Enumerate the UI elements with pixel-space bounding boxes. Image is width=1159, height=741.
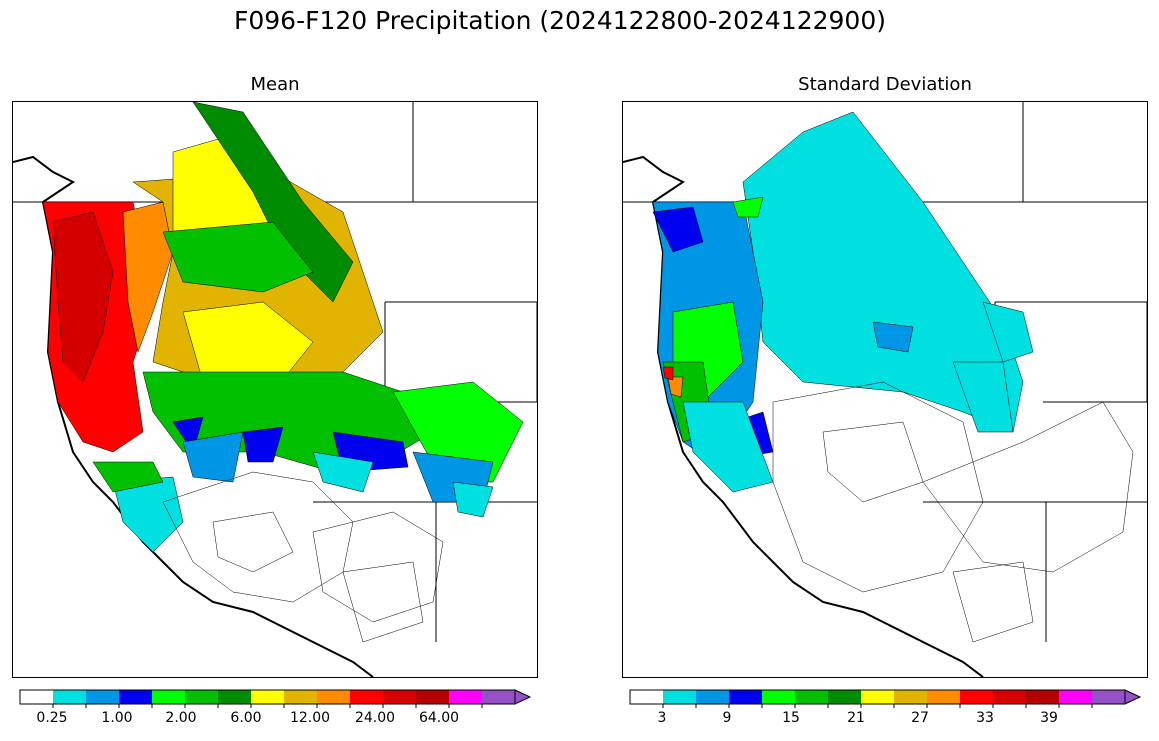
precip-region-blue xyxy=(242,426,284,463)
stddev-region-lightblue xyxy=(872,321,914,353)
colorbar-extend-arrow xyxy=(514,689,532,705)
figure-title: F096-F120 Precipitation (2024122800-2024… xyxy=(233,6,886,35)
colorbar-mean xyxy=(19,689,532,708)
colorbar-tick-label: 39 xyxy=(1040,710,1058,726)
colorbar-tick-label: 3 xyxy=(657,710,667,726)
colorbar-stddev-labels: 3 9 15 21 27 33 39 xyxy=(630,710,1140,728)
colorbar-swatch xyxy=(894,690,928,704)
colorbar-swatch xyxy=(696,690,730,704)
colorbar-tick-label: 12.00 xyxy=(289,710,331,726)
colorbar-swatch xyxy=(449,690,483,704)
colorbar-swatch xyxy=(251,690,285,704)
colorbar-tick-label: 64.00 xyxy=(418,710,460,726)
colorbar-swatch xyxy=(317,690,351,704)
colorbar-swatch xyxy=(1026,690,1060,704)
basin-outline xyxy=(342,561,424,643)
stddev-region-cyan xyxy=(952,361,1014,433)
colorbar-swatch xyxy=(416,690,450,704)
precip-region-lightblue xyxy=(182,431,244,483)
stddev-region-blue xyxy=(652,206,704,253)
colorbar-stddev-svg xyxy=(629,689,1142,708)
colorbar-swatch xyxy=(960,690,994,704)
colorbar-swatch xyxy=(119,690,153,704)
colorbar-swatch xyxy=(1059,690,1093,704)
colorbar-swatch xyxy=(729,690,763,704)
border-line xyxy=(385,301,537,402)
colorbar-swatch xyxy=(762,690,796,704)
colorbar-swatch xyxy=(185,690,219,704)
colorbar-swatch xyxy=(86,690,120,704)
colorbar-swatch xyxy=(350,690,384,704)
colorbar-swatch xyxy=(828,690,862,704)
colorbar-outline xyxy=(19,689,516,705)
basin-outline xyxy=(312,511,444,623)
colorbar-extend-arrow xyxy=(1124,689,1142,705)
precip-region-darkred xyxy=(52,211,114,383)
map-mean-svg xyxy=(13,102,537,677)
colorbar-mean-labels: 0.25 1.00 2.00 6.00 12.00 24.00 64.00 xyxy=(20,710,530,728)
stddev-region-cyan xyxy=(742,111,1024,433)
colorbar-swatch xyxy=(20,690,54,704)
stddev-region-lightgreen xyxy=(732,196,764,218)
colorbar-tick-label: 1.00 xyxy=(101,710,133,726)
colorbar-swatch xyxy=(795,690,829,704)
basin-outline xyxy=(162,471,354,603)
colorbar-swatch xyxy=(993,690,1027,704)
colorbar-tick-label: 27 xyxy=(911,710,929,726)
colorbar-swatch xyxy=(482,690,516,704)
colorbar-swatch xyxy=(1092,690,1126,704)
colorbar-swatch xyxy=(383,690,417,704)
precip-region-yellow xyxy=(182,301,314,393)
colorbar-tick-label: 33 xyxy=(976,710,994,726)
map-stddev xyxy=(622,101,1148,678)
stddev-region-cyan xyxy=(982,301,1034,363)
colorbar-swatch xyxy=(284,690,318,704)
colorbar-swatch xyxy=(53,690,87,704)
colorbar-tick-label: 15 xyxy=(782,710,800,726)
border-line xyxy=(995,301,1147,402)
map-mean xyxy=(12,101,538,678)
stddev-region-red xyxy=(662,366,674,381)
precip-region-cyan xyxy=(112,476,184,553)
colorbar-outline xyxy=(629,689,1126,705)
colorbar-swatch xyxy=(927,690,961,704)
map-stddev-svg xyxy=(623,102,1147,677)
panel-title-stddev: Standard Deviation xyxy=(798,74,972,95)
precip-region-cyan xyxy=(452,481,494,518)
stddev-region-cyan xyxy=(682,401,774,493)
colorbar-tick-label: 6.00 xyxy=(230,710,262,726)
colorbar-swatch xyxy=(861,690,895,704)
colorbar-tick-label: 2.00 xyxy=(165,710,197,726)
basin-outline xyxy=(922,401,1134,573)
colorbar-tick-label: 0.25 xyxy=(36,710,68,726)
colorbar-swatch xyxy=(218,690,252,704)
precip-region-green xyxy=(92,461,164,493)
panel-title-mean: Mean xyxy=(250,74,300,95)
precip-region-cyan xyxy=(312,451,374,493)
colorbar-mean-svg xyxy=(19,689,532,708)
precip-region-green xyxy=(192,102,354,303)
colorbar-tick-label: 21 xyxy=(847,710,865,726)
colorbar-tick-label: 9 xyxy=(722,710,732,726)
stddev-region-orange xyxy=(667,376,684,398)
colorbar-swatch xyxy=(152,690,186,704)
basin-outline xyxy=(772,381,984,593)
colorbar-swatch xyxy=(663,690,697,704)
basin-outline xyxy=(952,561,1034,643)
basin-outline xyxy=(822,421,924,503)
colorbar-tick-label: 24.00 xyxy=(354,710,396,726)
coastline xyxy=(623,155,984,677)
colorbar-stddev xyxy=(629,689,1142,708)
colorbar-swatch xyxy=(630,690,664,704)
coastline xyxy=(13,155,374,677)
basin-outline xyxy=(212,511,294,573)
precip-region-green xyxy=(162,221,314,293)
